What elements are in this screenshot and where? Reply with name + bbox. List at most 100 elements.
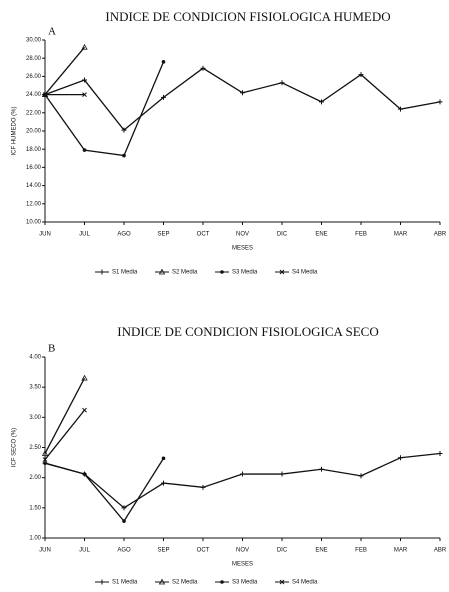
marker	[82, 77, 87, 83]
y-tick-label: 14.00	[26, 183, 42, 189]
marker	[99, 269, 105, 275]
marker	[42, 92, 48, 97]
marker	[200, 484, 206, 490]
series-line	[44, 458, 165, 523]
series-line	[44, 452, 441, 509]
marker	[81, 374, 88, 381]
legend-label: S3 Media	[232, 580, 258, 586]
x-tick-label: JUL	[79, 548, 90, 554]
marker	[358, 473, 364, 479]
series-line	[44, 409, 86, 460]
x-tick-label: NOV	[236, 232, 249, 238]
x-tick-label: FEB	[355, 232, 367, 238]
y-tick-label: 3.00	[29, 415, 41, 421]
x-tick-label: AGO	[117, 548, 131, 554]
y-tick-label: 20.00	[26, 129, 42, 135]
x-tick-label: OCT	[197, 232, 210, 238]
marker	[319, 466, 324, 472]
marker	[99, 579, 105, 585]
series-line	[44, 46, 85, 96]
x-tick-label: ENE	[315, 232, 327, 238]
x-axis-label: MESES	[232, 562, 253, 568]
marker	[279, 80, 285, 86]
y-tick-label: 1.00	[29, 536, 41, 542]
y-tick-label: 10.00	[26, 220, 42, 226]
marker	[358, 72, 364, 78]
x-tick-label: ABR	[434, 548, 447, 554]
y-tick-label: 12.00	[26, 201, 42, 207]
y-tick-label: 2.00	[29, 475, 41, 481]
x-tick-label: SEP	[157, 232, 169, 238]
marker	[82, 92, 87, 97]
x-tick-label: JUL	[79, 232, 90, 238]
marker	[279, 579, 285, 585]
x-axis-label: MESES	[232, 246, 253, 252]
marker	[279, 471, 285, 477]
marker	[158, 578, 166, 585]
x-tick-label: MAR	[394, 232, 408, 238]
marker	[200, 65, 206, 71]
chart-title: INDICE DE CONDICION FISIOLOGICA SECO	[117, 324, 378, 339]
x-tick-label: JUN	[39, 232, 51, 238]
x-tick-label: DIC	[277, 548, 288, 554]
x-tick-label: ENE	[315, 548, 327, 554]
marker	[161, 94, 166, 100]
panel-label: A	[48, 26, 56, 38]
y-tick-label: 22.00	[26, 110, 42, 116]
y-tick-label: 28.00	[26, 56, 42, 62]
marker	[398, 455, 403, 461]
x-tick-label: AGO	[117, 232, 131, 238]
marker	[240, 471, 245, 477]
legend-label: S4 Media	[292, 270, 318, 276]
marker	[437, 451, 443, 457]
marker	[81, 43, 88, 50]
marker	[161, 60, 166, 64]
marker	[82, 472, 87, 476]
y-tick-label: 26.00	[26, 74, 42, 80]
legend-label: S2 Media	[172, 270, 198, 276]
series-line	[44, 67, 441, 132]
marker	[43, 461, 47, 465]
marker	[161, 480, 166, 486]
y-tick-label: 30.00	[26, 38, 42, 44]
marker	[121, 505, 127, 511]
y-tick-label: 2.50	[29, 445, 41, 451]
marker	[82, 148, 87, 152]
marker	[161, 456, 166, 461]
x-tick-label: DIC	[277, 232, 288, 238]
y-tick-label: 16.00	[26, 165, 42, 171]
series-line	[44, 61, 165, 157]
y-axis-label: ICF SECO (%)	[12, 428, 18, 467]
panel-label: B	[48, 343, 55, 355]
chart-title: INDICE DE CONDICION FISIOLOGICA HUMEDO	[105, 9, 390, 24]
marker	[41, 450, 49, 456]
marker	[82, 407, 87, 413]
x-tick-label: MAR	[394, 548, 408, 554]
y-tick-label: 3.50	[29, 385, 41, 391]
y-tick-label: 1.50	[29, 505, 41, 511]
legend-label: S1 Media	[112, 270, 138, 276]
series-line	[44, 377, 86, 454]
marker	[122, 519, 126, 523]
x-tick-label: FEB	[355, 548, 367, 554]
y-axis-label: ICF HUMEDO (%)	[12, 107, 18, 156]
x-tick-label: OCT	[197, 548, 210, 554]
x-tick-label: JUN	[39, 548, 51, 554]
x-tick-label: ABR	[434, 232, 447, 238]
marker	[158, 268, 166, 275]
legend-label: S2 Media	[172, 580, 198, 586]
y-tick-label: 4.00	[29, 355, 41, 361]
x-tick-label: SEP	[157, 548, 169, 554]
marker	[121, 127, 127, 133]
y-tick-label: 24.00	[26, 92, 42, 98]
marker	[319, 99, 324, 105]
legend-label: S1 Media	[112, 580, 138, 586]
marker	[240, 90, 245, 96]
marker	[437, 99, 443, 105]
legend-label: S4 Media	[292, 580, 318, 586]
y-tick-label: 18.00	[26, 147, 42, 153]
legend-label: S3 Media	[232, 270, 258, 276]
marker	[220, 580, 224, 584]
marker	[42, 457, 48, 462]
